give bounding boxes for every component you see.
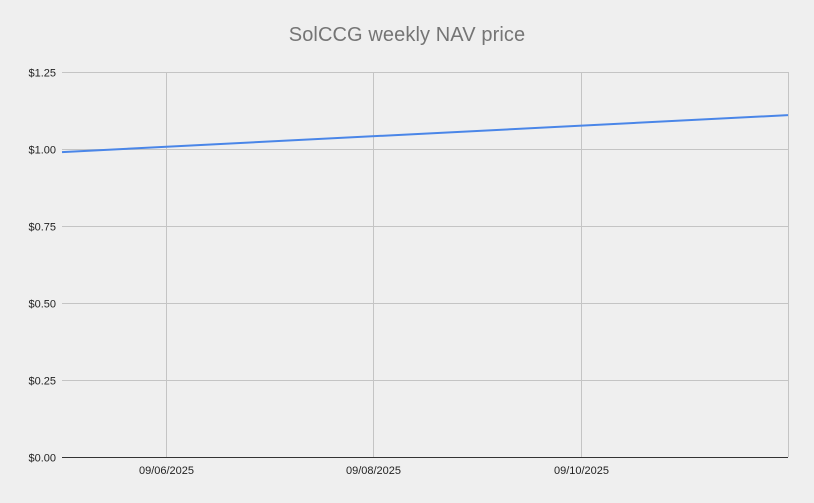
- axis-layer: $0.00 $0.25 $0.50 $0.75 $1.00 $1.25 09/06/2025…: [28, 68, 788, 477]
- y-tick-label: $0.50: [28, 299, 56, 311]
- x-tick-label: 09/08/2025: [346, 465, 401, 477]
- series-layer: [61, 114, 789, 154]
- y-tick-label: $0.00: [28, 453, 56, 465]
- chart-title: SolCCG weekly NAV price: [288, 24, 526, 46]
- series-line: [61, 114, 789, 154]
- y-tick-label: $0.75: [28, 222, 56, 234]
- x-tick-label: 09/10/2025: [554, 465, 609, 477]
- y-tick-label: $1.25: [28, 68, 56, 80]
- y-tick-label: $1.00: [28, 145, 56, 157]
- x-tick-label: 09/06/2025: [139, 465, 194, 477]
- grid-layer: [62, 72, 789, 457]
- y-tick-label: $0.25: [28, 376, 56, 388]
